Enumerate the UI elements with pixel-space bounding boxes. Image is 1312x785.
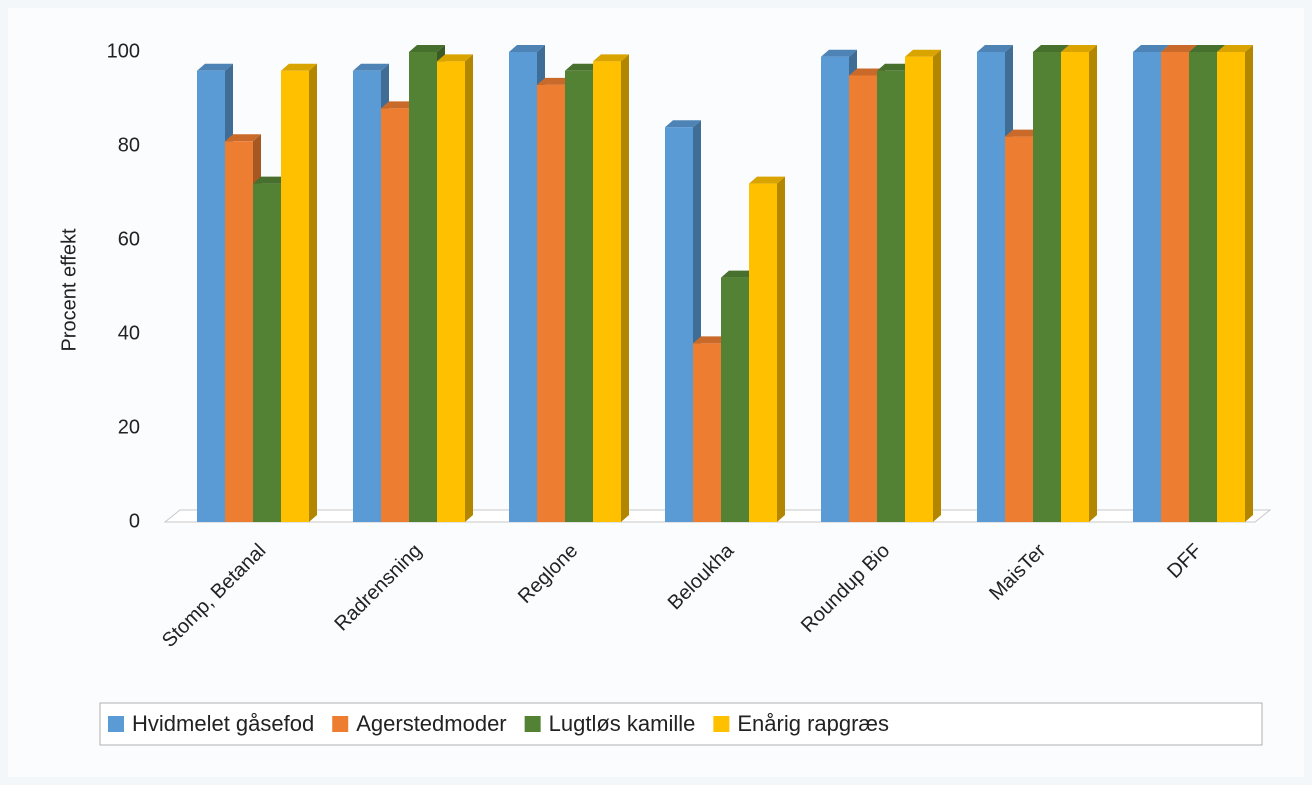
bar xyxy=(281,71,309,522)
bar xyxy=(565,71,593,522)
bar xyxy=(197,71,225,522)
legend-label: Lugtløs kamille xyxy=(549,711,696,736)
y-tick-label: 20 xyxy=(118,416,140,438)
bar xyxy=(721,278,749,522)
bar xyxy=(225,141,253,522)
y-axis-label: Procent effekt xyxy=(58,228,80,351)
y-tick-label: 0 xyxy=(129,510,140,532)
page: Procent effekt 020406080100Stomp, Betana… xyxy=(0,0,1312,785)
bar xyxy=(821,57,849,522)
bar xyxy=(253,184,281,522)
bar xyxy=(509,52,537,522)
bar xyxy=(749,184,777,522)
bar xyxy=(593,61,621,522)
legend-swatch xyxy=(525,716,541,732)
legend-label: Enårig rapgræs xyxy=(737,711,889,736)
bar xyxy=(1161,52,1189,522)
bar xyxy=(1005,137,1033,522)
bar-side xyxy=(465,54,473,522)
bar-side xyxy=(777,177,785,522)
bar xyxy=(353,71,381,522)
y-tick-label: 40 xyxy=(118,322,140,344)
bar xyxy=(849,76,877,523)
legend-swatch xyxy=(713,716,729,732)
bar xyxy=(409,52,437,522)
bar xyxy=(665,127,693,522)
bar xyxy=(437,61,465,522)
bar-side xyxy=(1245,45,1253,522)
bar-side xyxy=(621,54,629,522)
legend-swatch xyxy=(332,716,348,732)
y-tick-label: 80 xyxy=(118,134,140,156)
bar-side xyxy=(933,50,941,522)
y-tick-label: 60 xyxy=(118,228,140,250)
bar xyxy=(1133,52,1161,522)
bar xyxy=(1189,52,1217,522)
bar xyxy=(877,71,905,522)
bar-side xyxy=(309,64,317,522)
bar-side xyxy=(1089,45,1097,522)
chart: Procent effekt 020406080100Stomp, Betana… xyxy=(0,0,1312,785)
bar xyxy=(381,108,409,522)
legend-label: Hvidmelet gåsefod xyxy=(132,711,314,736)
bar xyxy=(1033,52,1061,522)
bar xyxy=(1061,52,1089,522)
bar xyxy=(693,343,721,522)
legend-label: Agerstedmoder xyxy=(356,711,506,736)
legend-swatch xyxy=(108,716,124,732)
bar xyxy=(537,85,565,522)
bar xyxy=(977,52,1005,522)
bar xyxy=(905,57,933,522)
y-tick-label: 100 xyxy=(107,40,140,62)
bar xyxy=(1217,52,1245,522)
